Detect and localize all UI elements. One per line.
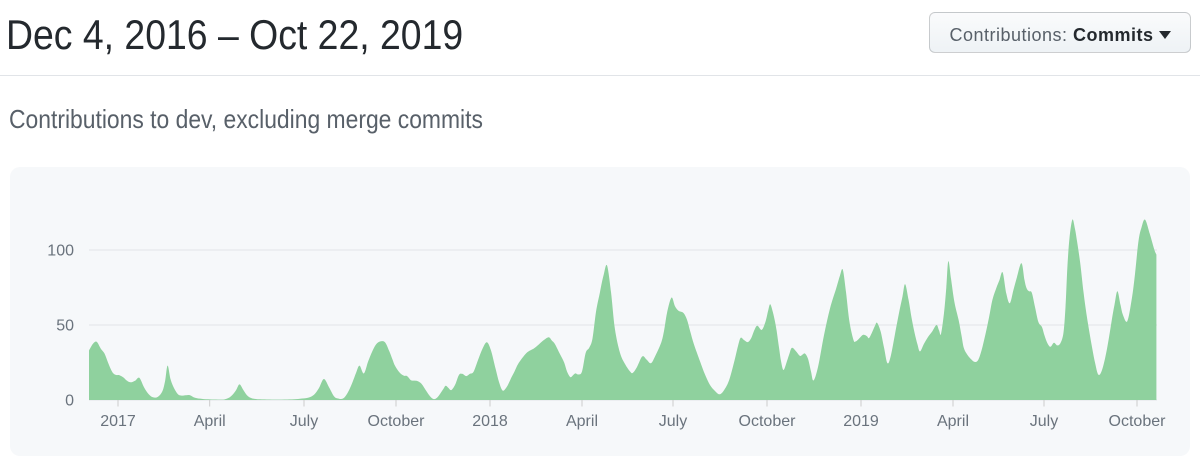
- svg-text:2017: 2017: [100, 413, 136, 430]
- svg-text:100: 100: [47, 243, 74, 260]
- svg-text:April: April: [937, 413, 969, 430]
- svg-text:October: October: [739, 413, 797, 430]
- svg-text:April: April: [566, 413, 598, 430]
- svg-text:October: October: [1109, 413, 1167, 430]
- svg-text:July: July: [1030, 413, 1058, 430]
- svg-text:2019: 2019: [843, 413, 879, 430]
- svg-text:2018: 2018: [472, 413, 508, 430]
- svg-text:October: October: [368, 413, 426, 430]
- svg-text:July: July: [290, 413, 318, 430]
- svg-text:50: 50: [56, 318, 74, 335]
- svg-text:0: 0: [65, 393, 74, 410]
- svg-text:April: April: [194, 413, 226, 430]
- svg-text:July: July: [659, 413, 687, 430]
